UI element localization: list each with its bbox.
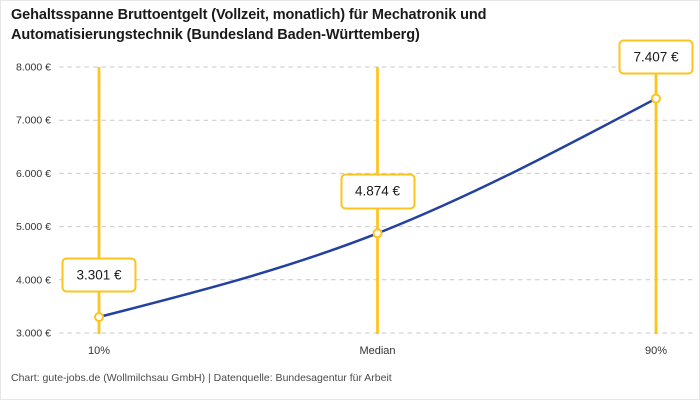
chart-title: Gehaltsspanne Bruttoentgelt (Vollzeit, m… [11,7,487,43]
y-axis-tick-label: 7.000 € [16,115,51,127]
x-axis-tick-label: 90% [645,345,667,357]
y-axis-tick-label: 6.000 € [16,168,51,180]
data-point-marker [651,93,661,104]
x-axis-tick-label: Median [359,345,395,357]
y-axis-tick-label: 4.000 € [16,274,51,286]
y-axis-tick-label: 5.000 € [16,221,51,233]
x-axis-tick-label: 10% [88,345,110,357]
y-axis-tick-label: 8.000 € [16,62,51,74]
chart-source-note: Chart: gute-jobs.de (Wollmilchsau GmbH) … [11,372,392,384]
y-axis-tick-label: 3.000 € [16,328,51,340]
data-point-marker [372,228,383,239]
data-point-marker [94,311,104,322]
